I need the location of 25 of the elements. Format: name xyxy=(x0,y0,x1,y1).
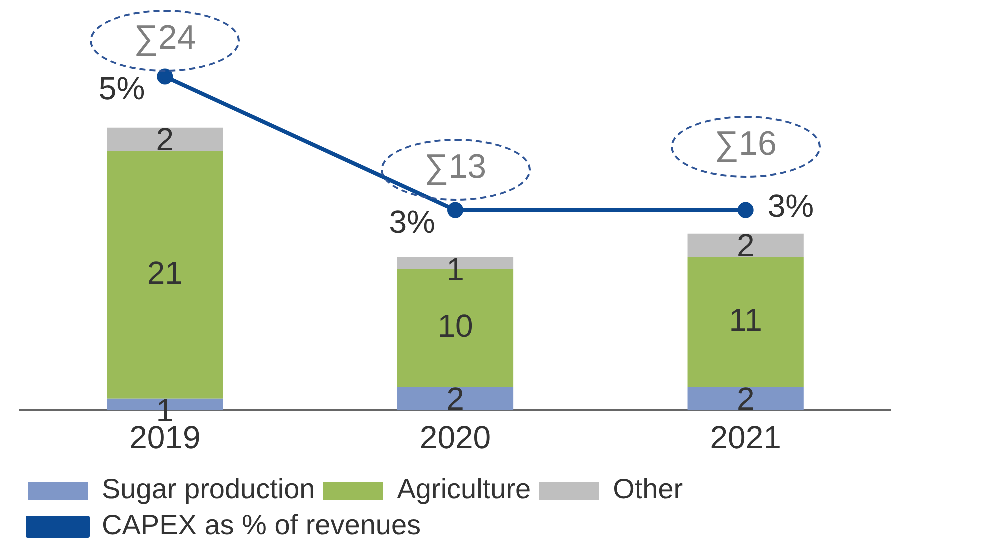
legend-label: Agriculture xyxy=(397,474,532,505)
data-label: 3% xyxy=(768,188,814,224)
bar xyxy=(107,151,224,399)
data-label: 3% xyxy=(389,204,436,240)
legend-label: Sugar production xyxy=(102,474,316,505)
total-label: ∑16 xyxy=(714,124,778,164)
data-label: 2 xyxy=(446,380,464,417)
bar xyxy=(107,128,224,152)
data-label: 10 xyxy=(438,308,474,344)
total-label: ∑13 xyxy=(423,148,488,188)
bar xyxy=(397,387,514,411)
data-label: 5% xyxy=(98,70,146,107)
data-label: 2 xyxy=(156,122,174,158)
bar xyxy=(688,234,804,258)
data-label: 11 xyxy=(729,302,762,338)
x-tick-label: 2020 xyxy=(420,420,492,456)
total-label: ∑24 xyxy=(133,18,198,58)
data-label: 2 xyxy=(736,380,755,417)
data-label: 21 xyxy=(147,254,183,291)
legend-label: CAPEX as % of revenues xyxy=(102,510,422,541)
bar xyxy=(688,387,804,411)
legend-label: Other xyxy=(613,474,684,505)
x-tick-label: 2021 xyxy=(710,420,782,456)
data-label: 2 xyxy=(736,228,755,264)
bar xyxy=(688,257,804,388)
